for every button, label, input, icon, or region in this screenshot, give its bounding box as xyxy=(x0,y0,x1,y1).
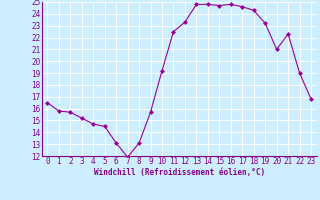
X-axis label: Windchill (Refroidissement éolien,°C): Windchill (Refroidissement éolien,°C) xyxy=(94,168,265,177)
